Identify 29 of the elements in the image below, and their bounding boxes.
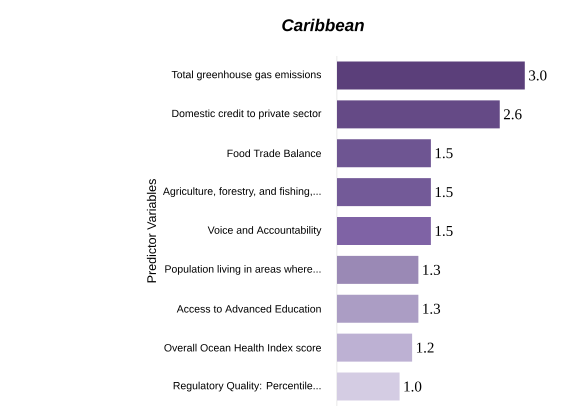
bar (337, 139, 431, 168)
y-tick-label: Overall Ocean Health Index score (164, 344, 321, 352)
bar (337, 178, 431, 206)
y-tick-label: Regulatory Quality: Percentile... (174, 382, 320, 392)
data-label: 1.3 (423, 264, 440, 275)
data-label: 1.3 (423, 304, 440, 314)
y-tick-label: Population living in areas where... (165, 264, 320, 275)
bar (337, 216, 431, 245)
y-tick-label: Access to Advanced Education (176, 304, 321, 313)
y-tick-label: Domestic credit to private sector (172, 109, 322, 120)
chart-title: Caribbean (282, 18, 364, 32)
bar (337, 256, 418, 284)
y-tick-label: Agriculture, forestry, and fishing,... (162, 187, 320, 197)
data-label: 2.6 (504, 109, 522, 120)
data-label: 1.2 (416, 342, 434, 353)
bar (337, 372, 400, 400)
y-axis-title: Predictor Variables (146, 179, 156, 282)
data-label: 1.0 (404, 381, 422, 392)
bar (337, 61, 525, 90)
bar (337, 100, 500, 128)
bar (337, 334, 412, 362)
y-tick-label: Voice and Accountability (208, 226, 322, 236)
data-label: 3.0 (529, 70, 547, 80)
data-label: 1.5 (436, 226, 453, 236)
data-label: 1.5 (436, 186, 453, 198)
y-tick-label: Food Trade Balance (228, 149, 321, 157)
bar (337, 294, 418, 323)
data-label: 1.5 (436, 148, 453, 158)
y-tick-label: Total greenhouse gas emissions (172, 70, 322, 80)
